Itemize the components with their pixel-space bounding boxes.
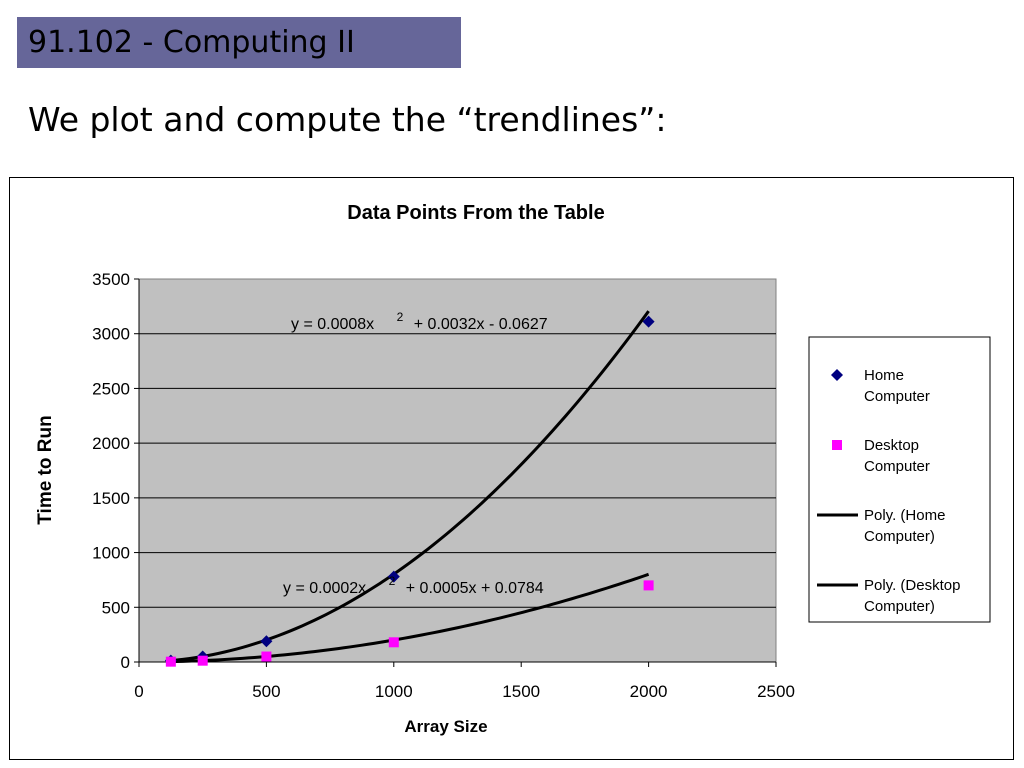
legend-label-0-line2: Computer [864,388,930,405]
trendline-1 [170,572,650,664]
legend-symbol-0 [831,369,843,381]
y-tick-label-3: 1500 [92,489,130,508]
trendline-equation-home: y = 0.0008x 2 + 0.0032x - 0.0627 [291,308,548,333]
legend: Home Computer Desktop Computer Poly. (Home Co… [808,336,991,623]
slide-title-bar: 91.102 - Computing II [17,17,461,68]
point-s1-3 [388,637,399,648]
point-s0-4 [642,315,655,328]
trendline-0 [170,310,650,663]
y-axis-label: Time to Run [35,415,56,524]
x-tick-label-2: 1000 [375,682,413,701]
equation-home-base: y = 0.0008x [291,316,374,333]
chart-frame: Data Points From the Table 0 500 1000 1500 2… [9,177,1014,760]
legend-label-3-line2: Computer) [864,598,935,615]
chart-title: Data Points From the Table [347,202,604,224]
point-s1-0 [165,656,176,667]
y-tick-label-5: 2500 [92,379,130,398]
legend-label-0-line1: Home [864,367,904,384]
y-tick-label-4: 2000 [92,434,130,453]
trendlines [170,310,650,664]
y-tick-label-6: 3000 [92,325,130,344]
x-axis-label: Array Size [404,717,487,736]
equation-desktop-exponent: 2 [389,574,396,588]
point-s0-3 [387,570,400,583]
point-s0-2 [260,635,273,648]
x-tick-label-3: 1500 [502,682,540,701]
legend-label-1-line1: Desktop [864,437,919,454]
equation-home-exponent: 2 [397,310,404,324]
y-tick-label-1: 500 [102,598,130,617]
x-tick-label-0: 0 [134,682,143,701]
slide-subtitle: We plot and compute the “trendlines”: [28,100,667,139]
equation-desktop-rest: + 0.0005x + 0.0784 [406,580,544,597]
plot-area [138,278,777,663]
equation-home-rest: + 0.0032x - 0.0627 [414,316,548,333]
y-tick-label-7: 3500 [92,270,130,289]
x-tick-label-5: 2500 [757,682,795,701]
equation-desktop-base: y = 0.0002x [283,580,366,597]
legend-label-2-line1: Poly. (Home [864,507,945,524]
y-tick-labels: 0 500 1000 1500 2000 2500 3000 3500 [92,270,139,672]
legend-label-2-line2: Computer) [864,528,935,545]
y-tick-label-0: 0 [121,653,130,672]
point-s1-4 [643,580,654,591]
trendline-equation-desktop: y = 0.0002x 2 + 0.0005x + 0.0784 [283,572,544,597]
y-tick-label-2: 1000 [92,544,130,563]
legend-symbol-1 [832,440,842,450]
legend-label-3-line1: Poly. (Desktop [864,577,960,594]
axes [138,279,776,663]
data-markers [164,315,655,667]
slide-title: 91.102 - Computing II [28,25,355,60]
point-s1-1 [197,655,208,666]
x-tick-labels: 0 500 1000 1500 2000 2500 [134,662,795,701]
chart-svg: Data Points From the Table 0 500 1000 1500 2… [35,202,991,736]
x-tick-label-4: 2000 [630,682,668,701]
legend-label-1-line2: Computer [864,458,930,475]
point-s1-2 [261,651,272,662]
grid-lines [139,333,776,608]
legend-box [808,336,991,623]
x-tick-label-1: 500 [252,682,280,701]
